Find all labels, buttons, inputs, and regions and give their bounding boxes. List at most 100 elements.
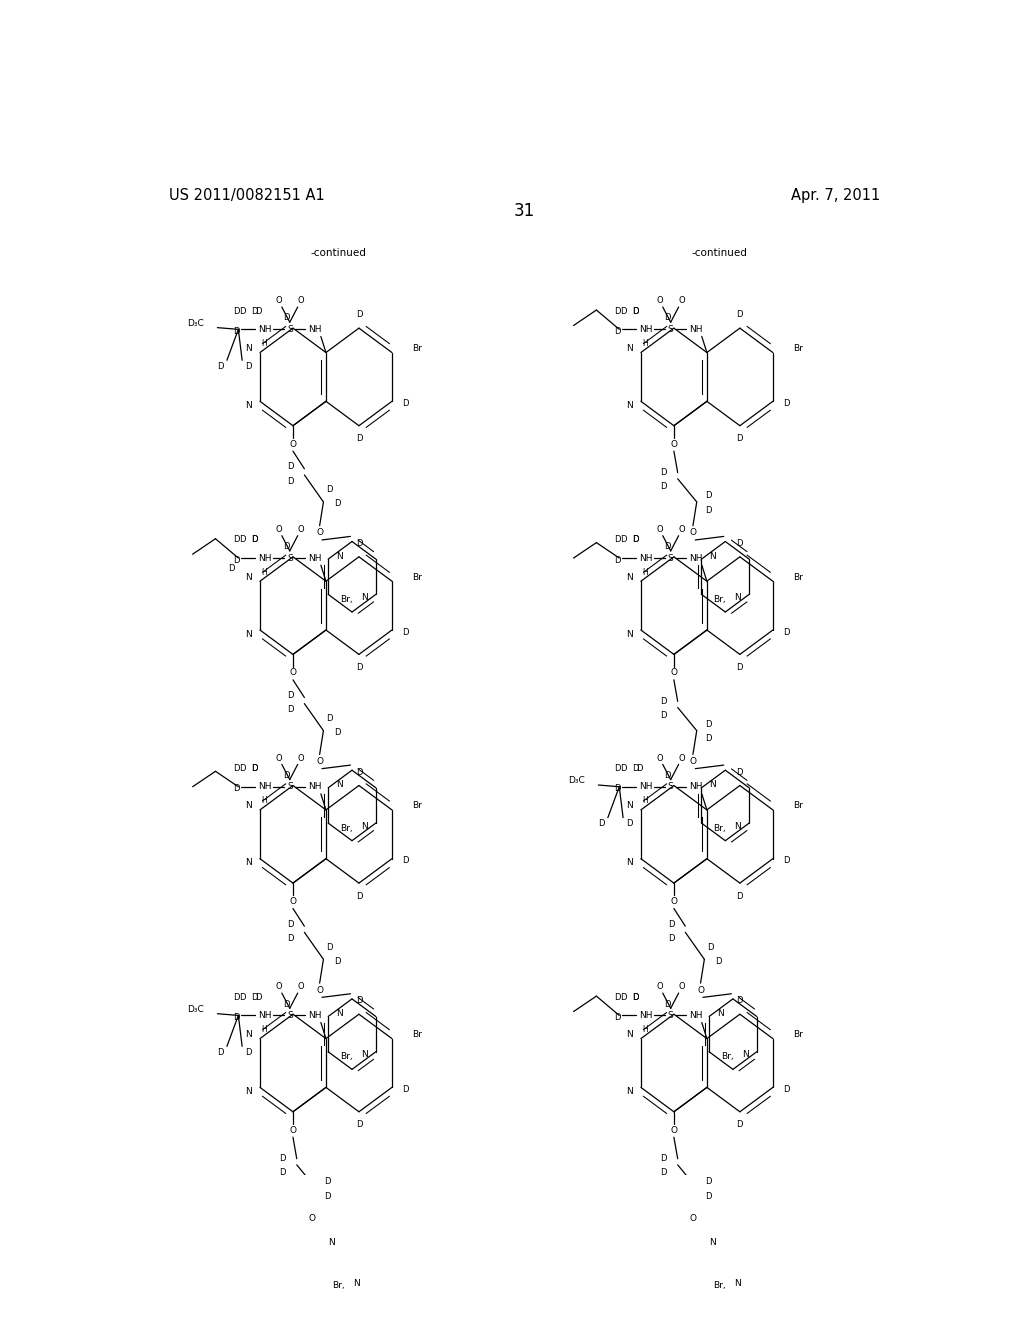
Text: D: D <box>665 999 671 1008</box>
Text: H: H <box>261 1026 267 1034</box>
Text: D: D <box>402 399 409 408</box>
Text: D: D <box>287 920 293 929</box>
Text: D: D <box>783 399 790 408</box>
Text: D: D <box>614 556 621 565</box>
Text: D: D <box>287 477 293 486</box>
Text: D₃C: D₃C <box>187 319 204 329</box>
Text: D: D <box>620 535 627 544</box>
Text: O: O <box>689 528 696 537</box>
Text: Br,: Br, <box>714 824 726 833</box>
Text: Br,: Br, <box>714 595 726 605</box>
Text: N: N <box>627 858 633 867</box>
Text: Br: Br <box>412 1030 422 1039</box>
Text: N: N <box>246 573 252 582</box>
Text: D: D <box>402 857 409 865</box>
Text: D: D <box>665 313 671 322</box>
Text: O: O <box>290 896 297 906</box>
Text: D: D <box>245 362 252 371</box>
Text: N: N <box>627 1086 633 1096</box>
Text: NH: NH <box>258 1011 271 1020</box>
Text: N: N <box>361 821 368 830</box>
Text: H: H <box>642 1026 648 1034</box>
Text: O: O <box>697 986 705 995</box>
Text: O: O <box>656 982 663 991</box>
Text: D: D <box>239 993 246 1002</box>
Text: H: H <box>261 568 267 577</box>
Text: H: H <box>261 339 267 348</box>
Text: D: D <box>636 764 642 774</box>
Text: D: D <box>217 362 224 371</box>
Text: D: D <box>736 997 743 1006</box>
Text: D: D <box>233 556 240 565</box>
Text: D: D <box>660 482 667 491</box>
Text: O: O <box>298 982 304 991</box>
Text: H: H <box>642 568 648 577</box>
Text: D: D <box>228 564 234 573</box>
Text: NH: NH <box>308 1011 322 1020</box>
Text: D: D <box>284 543 290 552</box>
Text: D: D <box>660 1154 667 1163</box>
Text: D: D <box>287 933 293 942</box>
Text: N: N <box>246 858 252 867</box>
Text: D: D <box>736 663 743 672</box>
Text: D: D <box>402 627 409 636</box>
Text: NH: NH <box>639 783 652 791</box>
Text: N: N <box>627 345 633 352</box>
Text: O: O <box>689 1214 696 1224</box>
Text: D: D <box>284 313 290 322</box>
Text: N: N <box>627 630 633 639</box>
Text: Br: Br <box>793 345 803 352</box>
Text: D: D <box>620 306 627 315</box>
Text: O: O <box>298 754 304 763</box>
Text: D: D <box>326 486 333 494</box>
Text: Br: Br <box>793 1030 803 1039</box>
Text: N: N <box>627 401 633 411</box>
Text: D: D <box>335 729 341 737</box>
Text: N: N <box>246 401 252 411</box>
Text: N: N <box>627 801 633 810</box>
Text: D: D <box>736 434 743 444</box>
Text: D: D <box>233 535 240 544</box>
Text: O: O <box>275 525 282 535</box>
Text: D: D <box>217 1048 224 1057</box>
Text: O: O <box>298 525 304 535</box>
Text: D: D <box>660 711 667 721</box>
Text: NH: NH <box>258 553 271 562</box>
Text: D: D <box>251 764 257 774</box>
Text: NH: NH <box>689 325 702 334</box>
Text: N: N <box>734 593 741 602</box>
Text: O: O <box>679 982 685 991</box>
Text: S: S <box>287 783 293 791</box>
Text: D: D <box>736 1121 743 1130</box>
Text: Br,: Br, <box>340 824 352 833</box>
Text: O: O <box>275 982 282 991</box>
Text: Br,: Br, <box>714 1280 726 1290</box>
Text: D: D <box>668 920 674 929</box>
Text: D: D <box>239 535 246 544</box>
Text: Br,: Br, <box>333 1280 345 1290</box>
Text: D: D <box>326 942 333 952</box>
Text: D: D <box>705 719 712 729</box>
Text: D: D <box>233 993 240 1002</box>
Text: D: D <box>355 310 362 319</box>
Text: O: O <box>656 297 663 305</box>
Text: D: D <box>620 993 627 1002</box>
Text: O: O <box>290 440 297 449</box>
Text: N: N <box>336 1008 343 1018</box>
Text: Apr. 7, 2011: Apr. 7, 2011 <box>792 187 881 203</box>
Text: D: D <box>614 764 621 774</box>
Text: D: D <box>287 690 293 700</box>
Text: D: D <box>660 469 667 477</box>
Text: O: O <box>671 668 678 677</box>
Text: D: D <box>736 768 743 776</box>
Text: D: D <box>324 1192 331 1201</box>
Text: H: H <box>642 339 648 348</box>
Text: D: D <box>251 535 257 544</box>
Text: S: S <box>668 325 674 334</box>
Text: O: O <box>316 528 324 537</box>
Text: D: D <box>233 1012 240 1022</box>
Text: Br,: Br, <box>340 1052 352 1061</box>
Text: D: D <box>284 771 290 780</box>
Text: NH: NH <box>639 553 652 562</box>
Text: N: N <box>627 573 633 582</box>
